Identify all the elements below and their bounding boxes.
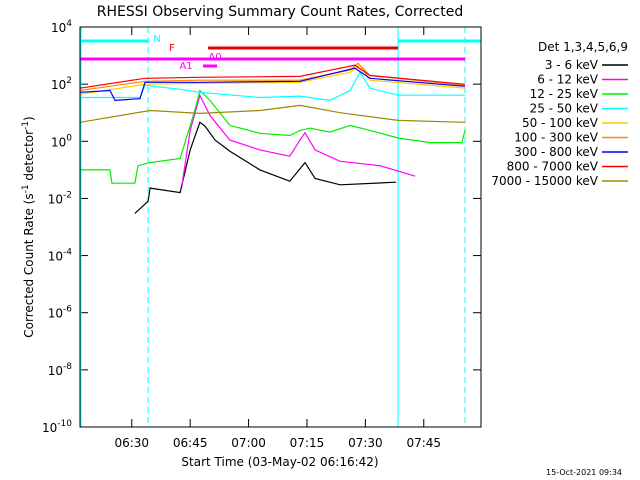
legend-label: 12 - 25 keV	[530, 87, 599, 101]
y-label-sup: -1	[21, 121, 31, 130]
y-tick-exp: 4	[66, 19, 72, 29]
x-tick-label: 06:45	[173, 436, 208, 450]
y-tick-exp: -8	[63, 362, 72, 372]
y-tick-exp: -6	[63, 305, 72, 315]
state-label: A0	[208, 52, 221, 63]
series-line	[80, 71, 465, 102]
x-tick-label: 06:30	[114, 436, 149, 450]
y-tick-label: 10-10	[42, 419, 72, 435]
legend-label: 6 - 12 keV	[537, 73, 599, 87]
legend-label: 3 - 6 keV	[545, 58, 599, 72]
y-label-text: detector	[22, 130, 36, 185]
y-tick-base: 10	[42, 421, 57, 435]
y-tick-label: 102	[51, 76, 72, 92]
y-tick-label: 10-6	[48, 305, 73, 321]
y-label-text: Corrected Count Rate (s	[22, 193, 36, 337]
y-tick-base: 10	[48, 192, 63, 206]
series-line	[79, 64, 466, 89]
legend-label: 50 - 100 keV	[522, 116, 599, 130]
timestamp: 15-Oct-2021 09:34	[546, 468, 622, 477]
series-line	[79, 104, 466, 123]
y-tick-exp: -2	[63, 190, 72, 200]
state-label: N	[153, 34, 160, 45]
y-tick-exp: 2	[66, 76, 72, 86]
y-tick-label: 100	[51, 133, 72, 149]
plot-frame	[79, 26, 482, 428]
legend-label: 800 - 7000 keV	[507, 160, 599, 174]
series-line	[80, 89, 466, 184]
y-tick-exp: 0	[66, 133, 72, 143]
y-label-text: )	[22, 116, 36, 121]
y-tick-label: 10-2	[48, 190, 72, 206]
x-tick-label: 07:45	[406, 436, 441, 450]
y-tick-base: 10	[51, 135, 66, 149]
y-tick-base: 10	[48, 250, 63, 264]
x-axis-label: Start Time (03-May-02 06:16:42)	[181, 455, 378, 469]
x-tick-label: 07:00	[231, 436, 266, 450]
y-label-sup: -1	[21, 184, 31, 193]
y-axis-label: Corrected Count Rate (s-1 detector-1)	[21, 116, 36, 337]
y-tick-base: 10	[51, 21, 66, 35]
series-line	[134, 121, 397, 214]
state-label: F	[169, 43, 175, 54]
legend-label: 300 - 800 keV	[514, 145, 598, 159]
legend-label: 25 - 50 keV	[530, 102, 599, 116]
state-label: A1	[179, 61, 192, 72]
legend-label: 100 - 300 keV	[514, 131, 598, 145]
series-line	[181, 93, 416, 185]
x-tick-label: 07:15	[290, 436, 325, 450]
legend-label: 7000 - 15000 keV	[491, 174, 598, 188]
y-tick-base: 10	[48, 364, 63, 378]
legend-title: Det 1,3,4,5,6,9	[538, 40, 628, 54]
y-tick-base: 10	[48, 307, 63, 321]
y-tick-label: 104	[51, 19, 72, 35]
y-tick-label: 10-8	[48, 362, 73, 378]
series-line	[79, 67, 466, 102]
y-tick-exp: -10	[57, 419, 72, 429]
chart-title: RHESSI Observing Summary Count Rates, Co…	[97, 4, 463, 20]
y-tick-label: 10-4	[48, 248, 73, 264]
y-tick-base: 10	[51, 78, 66, 92]
y-tick-exp: -4	[63, 248, 72, 258]
x-tick-label: 07:30	[348, 436, 383, 450]
